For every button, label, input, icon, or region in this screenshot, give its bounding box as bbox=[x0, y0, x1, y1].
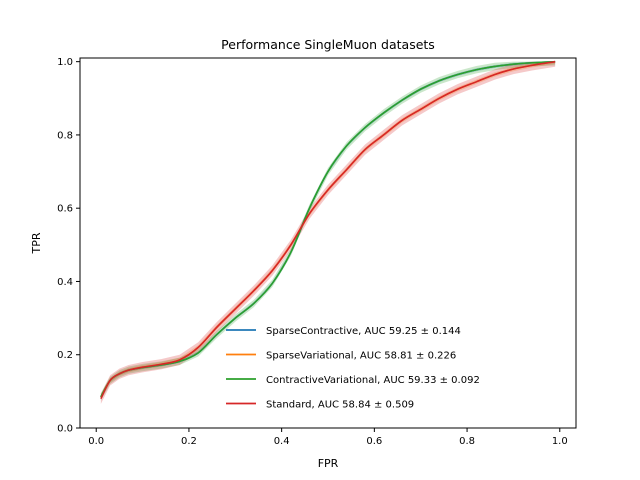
series-lines bbox=[100, 60, 556, 400]
y-axis-label: TPR bbox=[30, 232, 43, 254]
axes-frame bbox=[79, 57, 577, 429]
x-tick-label: 0.8 bbox=[459, 436, 475, 447]
y-tick-label: 0.6 bbox=[57, 204, 73, 215]
series-band-1 bbox=[100, 61, 556, 400]
series-band-0 bbox=[100, 61, 556, 399]
series-line-0 bbox=[100, 60, 556, 398]
legend-label-2: ContractiveVariational, AUC 59.33 ± 0.09… bbox=[266, 375, 480, 386]
series-band-3 bbox=[100, 61, 556, 404]
x-tick-label: 0.0 bbox=[88, 436, 104, 447]
x-tick-label: 0.2 bbox=[181, 436, 197, 447]
legend-label-0: SparseContractive, AUC 59.25 ± 0.144 bbox=[266, 326, 461, 337]
legend-label-1: SparseVariational, AUC 58.81 ± 0.226 bbox=[266, 351, 456, 362]
x-axis-ticks: 0.0 0.2 0.4 0.6 0.8 1.0 bbox=[88, 428, 568, 447]
x-axis-label: FPR bbox=[318, 457, 339, 470]
plot-area bbox=[100, 60, 556, 404]
series-line-3 bbox=[100, 60, 556, 400]
y-tick-label: 0.4 bbox=[57, 277, 73, 288]
legend-label-3: Standard, AUC 58.84 ± 0.509 bbox=[266, 400, 414, 411]
chart-title: Performance SingleMuon datasets bbox=[221, 37, 435, 52]
x-tick-label: 1.0 bbox=[552, 436, 568, 447]
y-tick-label: 0.2 bbox=[57, 350, 73, 361]
y-axis-ticks: 0.0 0.2 0.4 0.6 0.8 1.0 bbox=[57, 57, 80, 435]
y-tick-label: 0.0 bbox=[57, 424, 73, 435]
legend: SparseContractive, AUC 59.25 ± 0.144 Spar… bbox=[226, 326, 480, 411]
x-tick-label: 0.4 bbox=[274, 436, 290, 447]
series-line-1 bbox=[100, 60, 556, 398]
y-tick-label: 0.8 bbox=[57, 130, 73, 141]
y-tick-label: 1.0 bbox=[57, 57, 73, 68]
series-line-2 bbox=[100, 60, 556, 398]
x-tick-label: 0.6 bbox=[366, 436, 382, 447]
